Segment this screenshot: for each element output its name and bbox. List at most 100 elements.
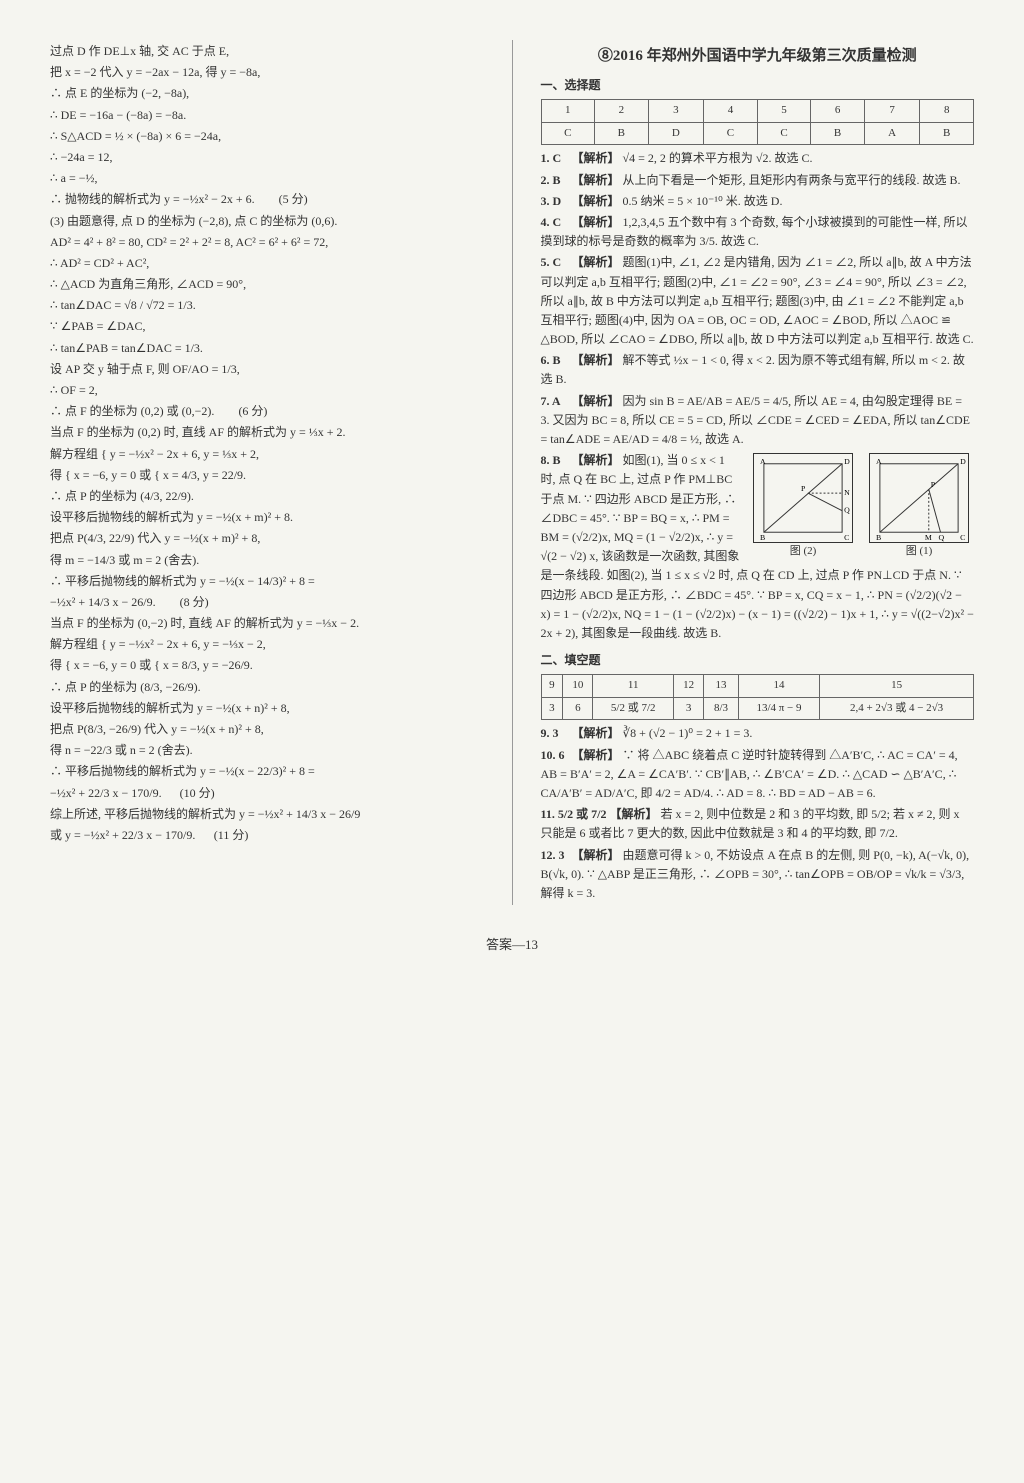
table-header-cell: 4 — [704, 100, 758, 123]
table-answer-cell: C — [541, 122, 595, 145]
mc-explanation: 3. D 【解析】 0.5 纳米 = 5 × 10⁻¹⁰ 米. 故选 D. — [541, 192, 975, 211]
fill-explanation: 12. 3 【解析】 由题意可得 k > 0, 不妨设点 A 在点 B 的左侧,… — [541, 846, 975, 904]
exam-title: ⑧2016 年郑州外国语中学九年级第三次质量检测 — [541, 44, 975, 68]
solution-line: ∴ DE = −16a − (−8a) = −8a. — [50, 106, 484, 125]
table-answer-cell: 6 — [563, 697, 593, 720]
mc-answer-table: 12345678CBDCCBAB — [541, 99, 975, 145]
table-answer-cell: 3 — [541, 697, 563, 720]
score-mark: (10 分) — [165, 784, 215, 803]
fill-explanation: 11. 5/2 或 7/2 【解析】 若 x = 2, 则中位数是 2 和 3 … — [541, 805, 975, 843]
table-answer-cell: 3 — [674, 697, 704, 720]
figure-1: ADPBMQC图 (1) — [864, 453, 974, 561]
solution-line: −½x² + 22/3 x − 170/9. (10 分) — [50, 784, 484, 803]
solution-line: ∴ tan∠DAC = √8 / √72 = 1/3. — [50, 296, 484, 315]
solution-line: −½x² + 14/3 x − 26/9. (8 分) — [50, 593, 484, 612]
fill-answer-table: 9101112131415365/2 或 7/238/313/4 π − 92,… — [541, 674, 975, 720]
solution-line: ∴ 点 F 的坐标为 (0,2) 或 (0,−2). (6 分) — [50, 402, 484, 421]
solution-line: ∴ 平移后抛物线的解析式为 y = −½(x − 14/3)² + 8 = — [50, 572, 484, 591]
solution-line: ∴ 点 E 的坐标为 (−2, −8a), — [50, 84, 484, 103]
table-answer-cell: 2,4 + 2√3 或 4 − 2√3 — [820, 697, 974, 720]
table-answer-cell: B — [920, 122, 974, 145]
table-header-cell: 7 — [864, 100, 920, 123]
table-answer-cell: 8/3 — [704, 697, 739, 720]
mc-heading: 一、选择题 — [541, 76, 975, 95]
solution-line: 把 x = −2 代入 y = −2ax − 12a, 得 y = −8a, — [50, 63, 484, 82]
solution-line: 设平移后抛物线的解析式为 y = −½(x + n)² + 8, — [50, 699, 484, 718]
solution-line: ∴ 平移后抛物线的解析式为 y = −½(x − 22/3)² + 8 = — [50, 762, 484, 781]
solution-line: 得 n = −22/3 或 n = 2 (舍去). — [50, 741, 484, 760]
solution-line: ∴ −24a = 12, — [50, 148, 484, 167]
solution-line: ∴ OF = 2, — [50, 381, 484, 400]
table-header-cell: 13 — [704, 675, 739, 698]
score-mark: (6 分) — [217, 402, 267, 421]
svg-text:Q: Q — [939, 533, 945, 542]
svg-text:D: D — [960, 457, 966, 466]
solution-line: ∴ tan∠PAB = tan∠DAC = 1/3. — [50, 339, 484, 358]
table-answer-cell: C — [757, 122, 811, 145]
table-header-cell: 11 — [593, 675, 674, 698]
right-column: ⑧2016 年郑州外国语中学九年级第三次质量检测 一、选择题 12345678C… — [541, 40, 975, 905]
table-header-cell: 8 — [920, 100, 974, 123]
mc-explanation: 5. C 【解析】 题图(1)中, ∠1, ∠2 是内错角, 因为 ∠1 = ∠… — [541, 253, 975, 349]
solution-line: 得 { x = −6, y = 0 或 { x = 4/3, y = 22/9. — [50, 466, 484, 485]
mc-explanation: ADPBMQC图 (1)ADPNQBC图 (2)8. B 【解析】 如图(1),… — [541, 451, 975, 643]
svg-text:C: C — [844, 533, 849, 542]
table-header-cell: 9 — [541, 675, 563, 698]
solution-line: 综上所述, 平移后抛物线的解析式为 y = −½x² + 14/3 x − 26… — [50, 805, 484, 824]
table-answer-cell: B — [595, 122, 649, 145]
table-answer-cell: D — [648, 122, 704, 145]
fill-explanation: 10. 6 【解析】 ∵ 将 △ABC 绕着点 C 逆时针旋转得到 △A′B′C… — [541, 746, 975, 804]
table-header-cell: 15 — [820, 675, 974, 698]
table-header-cell: 10 — [563, 675, 593, 698]
mc-explanation: 6. B 【解析】 解不等式 ½x − 1 < 0, 得 x < 2. 因为原不… — [541, 351, 975, 389]
svg-text:A: A — [760, 457, 766, 466]
solution-line: 解方程组 { y = −½x² − 2x + 6, y = ⅓x + 2, — [50, 445, 484, 464]
svg-text:P: P — [801, 484, 806, 493]
svg-text:N: N — [844, 488, 850, 497]
solution-line: ∴ 点 P 的坐标为 (4/3, 22/9). — [50, 487, 484, 506]
solution-line: 当点 F 的坐标为 (0,2) 时, 直线 AF 的解析式为 y = ⅓x + … — [50, 423, 484, 442]
svg-text:B: B — [876, 533, 881, 542]
table-header-cell: 1 — [541, 100, 595, 123]
solution-line: 过点 D 作 DE⊥x 轴, 交 AC 于点 E, — [50, 42, 484, 61]
mc-explanation: 2. B 【解析】 从上向下看是一个矩形, 且矩形内有两条与宽平行的线段. 故选… — [541, 171, 975, 190]
mc-explanation: 4. C 【解析】 1,2,3,4,5 五个数中有 3 个奇数, 每个小球被摸到… — [541, 213, 975, 251]
solution-line: ∴ 点 P 的坐标为 (8/3, −26/9). — [50, 678, 484, 697]
solution-line: 把点 P(4/3, 22/9) 代入 y = −½(x + m)² + 8, — [50, 529, 484, 548]
svg-text:P: P — [931, 480, 936, 489]
table-answer-cell: C — [704, 122, 758, 145]
table-header-cell: 3 — [648, 100, 704, 123]
solution-line: 设 AP 交 y 轴于点 F, 则 OF/AO = 1/3, — [50, 360, 484, 379]
table-header-cell: 14 — [738, 675, 819, 698]
solution-line: 得 { x = −6, y = 0 或 { x = 8/3, y = −26/9… — [50, 656, 484, 675]
solution-line: ∴ △ACD 为直角三角形, ∠ACD = 90°, — [50, 275, 484, 294]
table-answer-cell: A — [864, 122, 920, 145]
solution-line: AD² = 4² + 8² = 80, CD² = 2² + 2² = 8, A… — [50, 233, 484, 252]
table-answer-cell: 5/2 或 7/2 — [593, 697, 674, 720]
solution-line: ∴ a = −½, — [50, 169, 484, 188]
page-footer: 答案—13 — [50, 935, 974, 956]
table-answer-cell: B — [811, 122, 865, 145]
table-header-cell: 6 — [811, 100, 865, 123]
solution-line: 得 m = −14/3 或 m = 2 (舍去). — [50, 551, 484, 570]
svg-text:B: B — [760, 533, 765, 542]
fill-heading: 二、填空题 — [541, 651, 975, 670]
table-answer-cell: 13/4 π − 9 — [738, 697, 819, 720]
mc-explanation: 7. A 【解析】 因为 sin B = AE/AB = AE/5 = 4/5,… — [541, 392, 975, 450]
score-mark: (5 分) — [258, 190, 308, 209]
svg-text:D: D — [844, 457, 850, 466]
solution-line: ∴ 抛物线的解析式为 y = −½x² − 2x + 6. (5 分) — [50, 190, 484, 209]
solution-line: 当点 F 的坐标为 (0,−2) 时, 直线 AF 的解析式为 y = −⅓x … — [50, 614, 484, 633]
solution-line: ∴ S△ACD = ½ × (−8a) × 6 = −24a, — [50, 127, 484, 146]
solution-line: ∴ AD² = CD² + AC², — [50, 254, 484, 273]
table-header-cell: 5 — [757, 100, 811, 123]
solution-line: 解方程组 { y = −½x² − 2x + 6, y = −⅓x − 2, — [50, 635, 484, 654]
figure-2: ADPNQBC图 (2) — [748, 453, 858, 561]
solution-line: 把点 P(8/3, −26/9) 代入 y = −½(x + n)² + 8, — [50, 720, 484, 739]
column-divider — [512, 40, 513, 905]
left-column: 过点 D 作 DE⊥x 轴, 交 AC 于点 E, 把 x = −2 代入 y =… — [50, 40, 484, 905]
score-mark: (11 分) — [198, 826, 248, 845]
table-header-cell: 2 — [595, 100, 649, 123]
solution-line: (3) 由题意得, 点 D 的坐标为 (−2,8), 点 C 的坐标为 (0,6… — [50, 212, 484, 231]
svg-text:Q: Q — [844, 506, 850, 515]
